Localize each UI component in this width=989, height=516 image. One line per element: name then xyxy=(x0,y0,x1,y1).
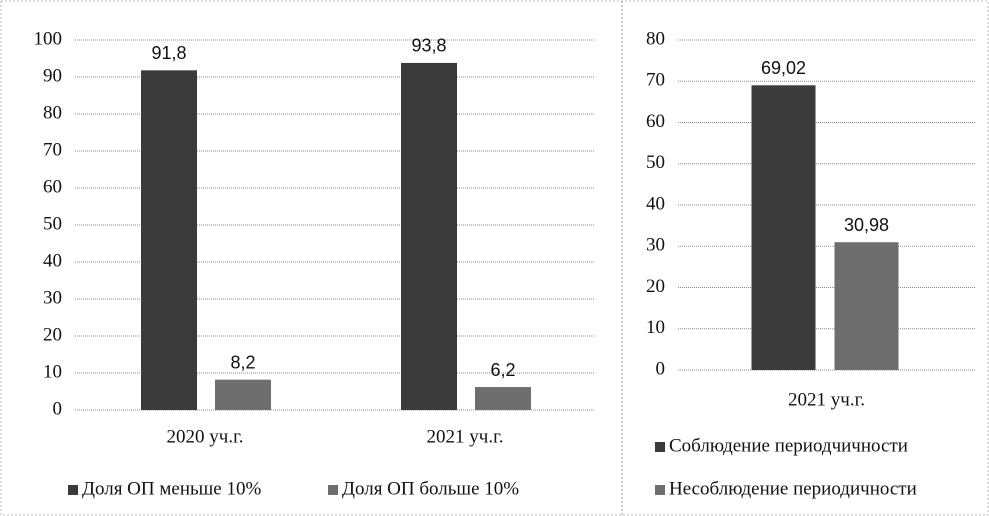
y-tick-label: 0 xyxy=(53,398,63,419)
x-tick-label: 2021 уч.г. xyxy=(788,389,865,410)
y-tick-label: 10 xyxy=(43,361,62,382)
data-label: 8,2 xyxy=(230,352,255,372)
y-tick-label: 20 xyxy=(43,324,62,345)
legend-swatch xyxy=(655,485,665,495)
y-tick-label: 0 xyxy=(656,358,666,379)
y-tick-label: 40 xyxy=(43,250,62,271)
bar xyxy=(215,379,271,410)
data-label: 93,8 xyxy=(411,36,446,56)
bar xyxy=(834,242,899,370)
data-label: 30,98 xyxy=(844,215,889,235)
x-tick-label: 2021 уч.г. xyxy=(427,426,504,447)
legend-label: Несоблюдение периодичности xyxy=(669,478,917,499)
y-tick-label: 50 xyxy=(646,152,665,173)
legend-swatch xyxy=(328,485,338,495)
y-tick-label: 70 xyxy=(43,139,62,160)
bar xyxy=(401,62,457,410)
legend-label: Доля ОП больше 10% xyxy=(342,478,519,499)
y-tick-label: 50 xyxy=(43,213,62,234)
y-tick-label: 30 xyxy=(646,235,665,256)
y-tick-label: 10 xyxy=(646,317,665,338)
y-tick-label: 80 xyxy=(43,102,62,123)
legend-label: Доля ОП меньше 10% xyxy=(82,478,261,499)
y-tick-label: 60 xyxy=(43,176,62,197)
y-tick-label: 80 xyxy=(646,28,665,49)
y-tick-label: 70 xyxy=(646,70,665,91)
bar xyxy=(751,85,816,370)
legend-swatch xyxy=(68,485,78,495)
y-tick-label: 100 xyxy=(34,28,63,49)
legend-swatch xyxy=(655,442,665,452)
bar xyxy=(141,70,197,410)
legend-label: Соблюдение периодчичности xyxy=(669,435,908,456)
y-tick-label: 20 xyxy=(646,276,665,297)
y-tick-label: 40 xyxy=(646,193,665,214)
y-tick-label: 30 xyxy=(43,287,62,308)
bar xyxy=(475,387,531,410)
data-label: 69,02 xyxy=(761,58,806,78)
data-label: 6,2 xyxy=(490,360,515,380)
x-tick-label: 2020 уч.г. xyxy=(167,426,244,447)
y-tick-label: 60 xyxy=(646,111,665,132)
y-tick-label: 90 xyxy=(43,65,62,86)
data-label: 91,8 xyxy=(151,43,186,63)
